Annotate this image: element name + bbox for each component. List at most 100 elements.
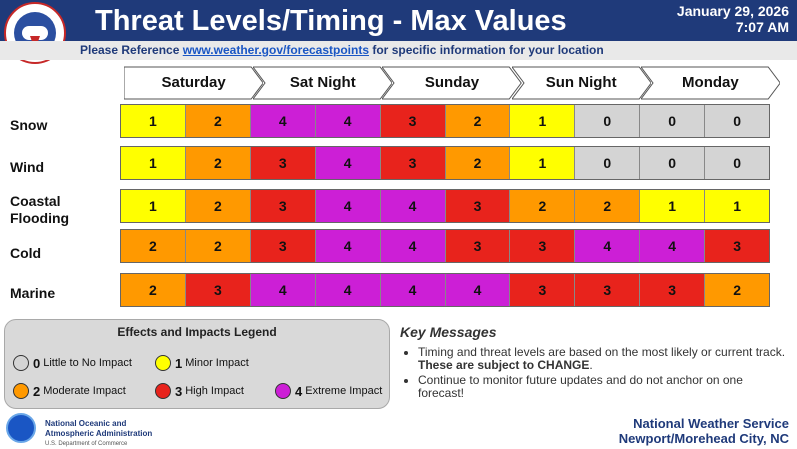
threat-cell: 4 <box>250 274 316 306</box>
row-label-wind: Wind <box>10 159 45 175</box>
threat-cell: 3 <box>250 190 316 222</box>
nws-office: National Weather Service Newport/Morehea… <box>618 416 789 446</box>
chevron-shape <box>253 66 393 100</box>
row-label-snow: Snow <box>10 117 48 133</box>
day-header-0: Saturday <box>124 66 264 100</box>
level-3-dot-icon <box>155 383 171 399</box>
threat-cell: 1 <box>121 105 186 137</box>
level-1-dot-icon <box>155 355 171 371</box>
impacts-legend: Effects and Impacts Legend 0 Little to N… <box>4 319 390 409</box>
key-messages: Key Messages Timing and threat levels ar… <box>400 324 790 402</box>
row-label-cold: Cold <box>10 245 42 261</box>
threat-cell: 3 <box>380 147 446 179</box>
threat-cell: 2 <box>185 105 251 137</box>
noaa-name: National Oceanic and Atmospheric Adminis… <box>45 419 153 447</box>
threat-cell: 1 <box>510 147 576 179</box>
threat-cell: 0 <box>705 105 770 137</box>
threat-cell: 4 <box>380 274 446 306</box>
reference-bar: Please Reference www.weather.gov/forecas… <box>0 41 797 60</box>
legend-item-4: 4 Extreme Impact <box>275 383 382 399</box>
day-label: Saturday <box>161 74 226 91</box>
noaa-logo <box>6 413 36 443</box>
forecastpoints-link[interactable]: www.weather.gov/forecastpoints <box>182 43 370 57</box>
threat-cell: 4 <box>640 230 706 262</box>
legend-item-0: 0 Little to No Impact <box>13 355 132 371</box>
threat-cell: 3 <box>510 274 576 306</box>
legend-title: Effects and Impacts Legend <box>117 325 277 339</box>
legend-item-3: 3 High Impact <box>155 383 244 399</box>
threat-cell: 2 <box>185 147 251 179</box>
issue-date: January 29, 2026 <box>676 3 789 19</box>
legend-item-1: 1 Minor Impact <box>155 355 249 371</box>
key-messages-title: Key Messages <box>400 324 497 340</box>
day-label: Monday <box>682 74 739 91</box>
threat-cell: 4 <box>575 230 641 262</box>
threat-cell: 3 <box>185 274 251 306</box>
day-label: Sunday <box>424 74 480 91</box>
threat-cell: 3 <box>445 190 511 222</box>
threat-cell: 2 <box>445 147 511 179</box>
threat-cell: 0 <box>640 105 706 137</box>
reference-prefix: Please Reference <box>80 43 180 57</box>
threat-cell: 4 <box>315 274 381 306</box>
threat-cell: 1 <box>510 105 576 137</box>
reference-suffix: for specific information for your locati… <box>372 43 604 57</box>
threat-cell: 0 <box>705 147 770 179</box>
chevron-shape <box>640 66 780 100</box>
day-header-4: Monday <box>640 66 780 100</box>
key-message-1: Timing and threat levels are based on th… <box>418 346 790 372</box>
threat-cell: 4 <box>315 105 381 137</box>
threat-cell: 4 <box>315 190 381 222</box>
chevron-shape <box>511 66 651 100</box>
threat-cell: 0 <box>575 147 641 179</box>
day-header-1: Sat Night <box>253 66 393 100</box>
header-bar <box>0 0 797 41</box>
threat-cell: 2 <box>121 230 186 262</box>
day-header-3: Sun Night <box>511 66 651 100</box>
threat-cell: 4 <box>380 190 446 222</box>
day-label: Sat Night <box>289 74 356 91</box>
threat-cell: 4 <box>380 230 446 262</box>
threat-cell: 4 <box>250 105 316 137</box>
cloud-icon <box>22 26 48 40</box>
threat-cell: 4 <box>445 274 511 306</box>
page-title: Threat Levels/Timing - Max Values <box>95 5 567 37</box>
key-message-2: Continue to monitor future updates and d… <box>418 374 790 400</box>
threat-cell: 2 <box>185 190 251 222</box>
threat-cell: 2 <box>121 274 186 306</box>
day-label: Sun Night <box>545 74 617 91</box>
level-0-dot-icon <box>13 355 29 371</box>
threat-cell: 3 <box>250 230 316 262</box>
threat-cell: 2 <box>575 190 641 222</box>
threat-cell: 2 <box>445 105 511 137</box>
threat-cell: 2 <box>185 230 251 262</box>
threat-cell: 3 <box>705 230 770 262</box>
row-label-marine: Marine <box>10 285 56 301</box>
issue-time: 7:07 AM <box>735 19 789 35</box>
level-2-dot-icon <box>13 383 29 399</box>
threat-cell: 1 <box>640 190 706 222</box>
threat-cell: 4 <box>315 230 381 262</box>
threat-cell: 3 <box>640 274 706 306</box>
threat-cell: 3 <box>510 230 576 262</box>
threat-cell: 4 <box>315 147 381 179</box>
day-header-2: Sunday <box>382 66 522 100</box>
chevron-shape <box>382 66 522 100</box>
day-header-row: Saturday Sat Night Sunday Sun Night Monday <box>124 66 780 100</box>
threat-cell: 3 <box>380 105 446 137</box>
threat-cell: 0 <box>575 105 641 137</box>
threat-cell: 0 <box>640 147 706 179</box>
chevron-shape <box>124 66 264 100</box>
threat-cell: 3 <box>445 230 511 262</box>
threat-cell: 1 <box>705 190 770 222</box>
row-label-coastal-flooding: Coastal Flooding <box>10 193 70 226</box>
key-messages-list: Timing and threat levels are based on th… <box>400 346 790 400</box>
threat-cell: 1 <box>121 147 186 179</box>
threat-cell: 2 <box>705 274 770 306</box>
threat-cell: 2 <box>510 190 576 222</box>
